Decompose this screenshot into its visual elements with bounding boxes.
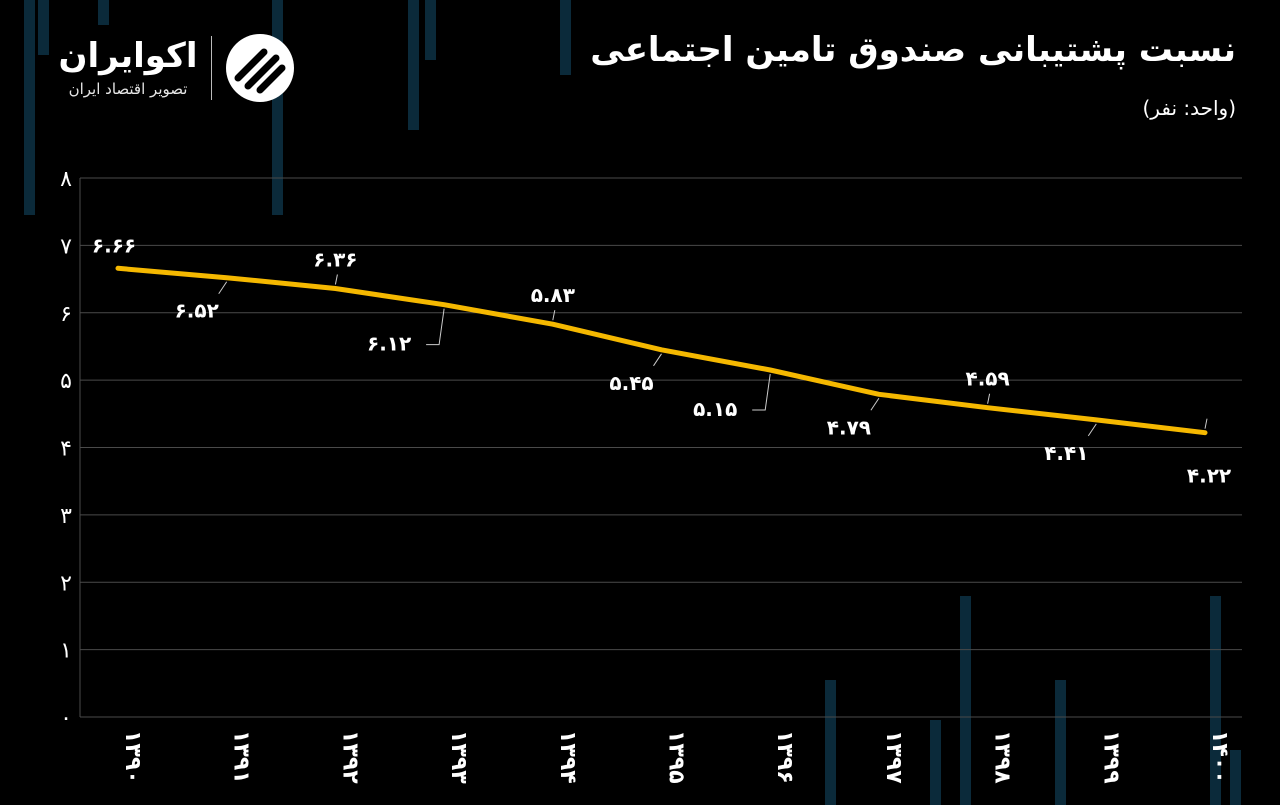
brand-logo[interactable]: اکوایران تصویر اقتصاد ایران [48, 32, 308, 108]
background-bar [24, 0, 35, 215]
leader-line [1087, 423, 1097, 437]
x-tick-label: ۱۳۹۱ [229, 730, 254, 784]
leader-line [987, 393, 991, 404]
y-tick-label: ۰ [60, 706, 72, 731]
background-decoration [24, 0, 1241, 805]
y-tick-label: ۱ [60, 639, 72, 664]
background-bar [1210, 596, 1221, 805]
x-tick-label: ۱۴۰۰ [1207, 730, 1232, 784]
x-axis: ۱۳۹۰ ۱۳۹۱ ۱۳۹۲ ۱۳۹۳ ۱۳۹۴ ۱۳۹۵ ۱۳۹۶ ۱۳۹۷ ۱۳۹۸ ۱۳۹۹… [120, 730, 1232, 784]
x-tick-label: ۱۳۹۹ [1098, 730, 1123, 784]
y-tick-label: ۴ [60, 437, 72, 462]
logo-tagline: تصویر اقتصاد ایران [68, 80, 188, 98]
data-label: ۶.۱۲ [367, 332, 411, 356]
chart-series [115, 265, 1208, 436]
leader-line [752, 373, 771, 411]
leader-line [653, 353, 662, 367]
y-tick-label: ۳ [60, 504, 72, 529]
data-label: ۴.۵۹ [965, 367, 1009, 391]
leader-line [334, 274, 338, 285]
data-label: ۴.۴۱ [1044, 441, 1088, 465]
data-labels: ۶.۶۶ ۶.۵۲ ۶.۳۶ ۶.۱۲ ۵.۸۳ ۵.۴۵ ۵.۱۵ ۴.۷۹ ۴.۵۹ ۴.۴۱… [92, 233, 1231, 487]
background-bar [1230, 750, 1241, 805]
background-bar [38, 0, 49, 55]
x-tick-label: ۱۳۹۲ [337, 730, 362, 784]
x-tick-label: ۱۳۹۳ [446, 730, 471, 784]
data-label: ۵.۸۳ [531, 283, 575, 307]
y-axis: ۰ ۱ ۲ ۳ ۴ ۵ ۶ ۷ ۸ [60, 167, 72, 731]
chart-title: نسبت پشتیبانی صندوق تامین اجتماعی [590, 30, 1236, 70]
data-label: ۶.۳۶ [313, 247, 357, 271]
data-label: ۶.۵۲ [175, 299, 219, 323]
x-tick-label: ۱۳۹۶ [772, 730, 797, 784]
background-bar [272, 0, 283, 215]
background-bar [98, 0, 109, 25]
background-bar [825, 680, 836, 805]
x-tick-label: ۱۳۹۸ [990, 730, 1015, 784]
x-tick-label: ۱۳۹۷ [881, 730, 906, 784]
background-bar [1055, 680, 1066, 805]
leader-line [218, 281, 228, 294]
chart-subtitle: (واحد: نفر) [1142, 96, 1237, 120]
x-tick-label: ۱۳۹۵ [664, 730, 689, 784]
background-bar [408, 0, 419, 130]
y-tick-label: ۵ [60, 369, 72, 394]
data-label: ۵.۱۵ [693, 397, 737, 421]
x-tick-label: ۱۳۹۴ [555, 730, 580, 784]
leader-line [1204, 418, 1208, 429]
series-line [115, 265, 1208, 436]
chart-grid [79, 177, 1242, 718]
logo-name: اکوایران [58, 36, 198, 76]
y-tick-label: ۷ [60, 234, 72, 259]
leader-line [870, 397, 880, 411]
leader-line [552, 310, 556, 321]
leader-line [426, 308, 445, 346]
y-tick-label: ۶ [60, 302, 72, 327]
background-bar [425, 0, 436, 60]
ecoiran-logo-icon [226, 34, 294, 102]
logo-divider [211, 36, 212, 100]
y-tick-label: ۸ [60, 167, 72, 192]
background-bar [560, 0, 571, 75]
background-bar [930, 720, 941, 805]
data-label: ۵.۴۵ [609, 371, 653, 395]
y-tick-label: ۲ [60, 571, 72, 596]
data-label: ۴.۲۲ [1187, 464, 1231, 488]
x-tick-label: ۱۳۹۰ [120, 730, 145, 784]
background-bar [960, 596, 971, 805]
data-label: ۶.۶۶ [92, 233, 136, 257]
data-label: ۴.۷۹ [827, 415, 871, 439]
